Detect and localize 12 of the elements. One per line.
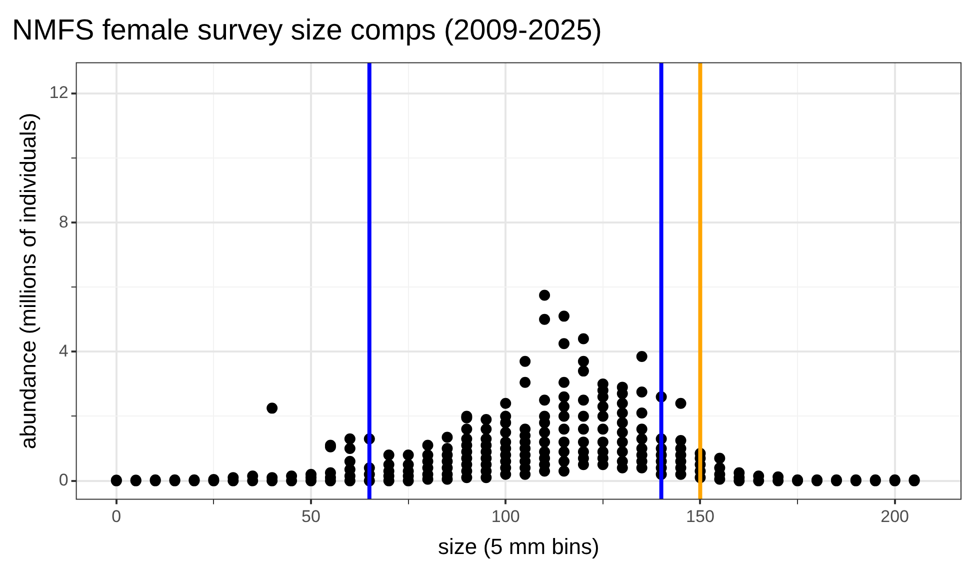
x-tick-label: 100 — [491, 507, 520, 526]
x-tick-label: 200 — [880, 507, 910, 526]
chart-title: NMFS female survey size comps (2009-2025) — [12, 14, 602, 46]
x-tick-label: 0 — [112, 507, 122, 526]
y-tick-label: 8 — [58, 212, 68, 232]
y-tick-label: 0 — [58, 470, 68, 490]
y-tick-label: 12 — [49, 83, 68, 102]
y-axis-title: abundance (millions of individuals) — [15, 112, 40, 450]
y-tick-label: 4 — [58, 341, 68, 360]
x-tick-label: 50 — [302, 507, 320, 526]
x-axis-title: size (5 mm bins) — [438, 534, 600, 559]
x-tick-label: 150 — [686, 507, 714, 526]
